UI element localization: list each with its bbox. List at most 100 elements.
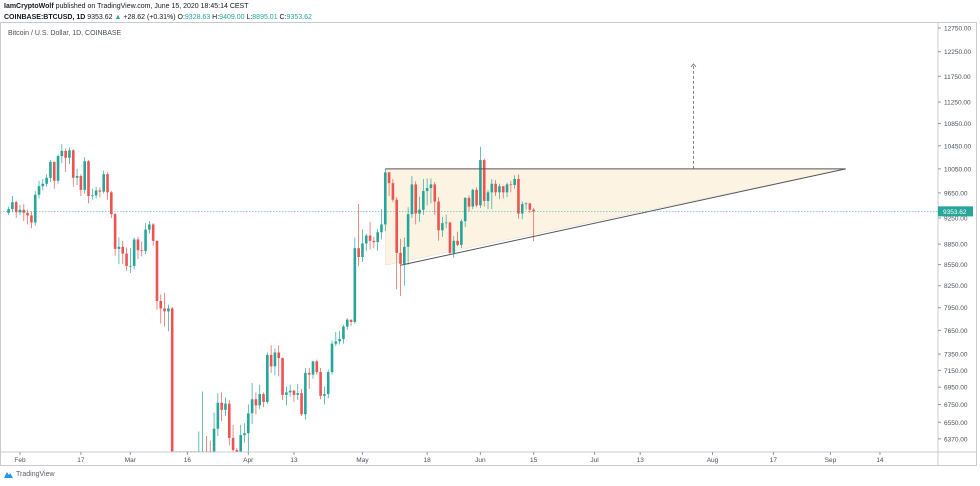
candle[interactable] <box>235 448 239 452</box>
candle[interactable] <box>463 197 467 228</box>
candle[interactable] <box>429 178 433 204</box>
candle[interactable] <box>494 180 497 196</box>
candle[interactable] <box>243 423 246 443</box>
candle[interactable] <box>49 160 52 182</box>
candle[interactable] <box>292 389 296 402</box>
candle[interactable] <box>220 392 223 422</box>
candle[interactable] <box>121 240 125 264</box>
candle[interactable] <box>18 204 22 216</box>
candle[interactable] <box>277 345 281 377</box>
candle[interactable] <box>64 148 67 172</box>
candle[interactable] <box>296 383 300 401</box>
candle[interactable] <box>33 191 37 226</box>
candle[interactable] <box>433 181 437 215</box>
candle[interactable] <box>334 331 338 347</box>
candle[interactable] <box>517 174 520 219</box>
chart-frame[interactable] <box>0 22 977 466</box>
tradingview-logo[interactable]: TradingView <box>4 471 55 478</box>
support-trendline[interactable] <box>400 168 846 266</box>
candle[interactable] <box>391 178 395 203</box>
candle[interactable] <box>532 207 535 242</box>
candle[interactable] <box>163 292 166 327</box>
candle[interactable] <box>75 168 79 185</box>
candle[interactable] <box>110 191 113 218</box>
candle[interactable] <box>323 386 326 405</box>
candle[interactable] <box>475 187 478 208</box>
candle[interactable] <box>342 325 345 344</box>
candle[interactable] <box>106 172 109 200</box>
candle[interactable] <box>129 248 132 273</box>
candle[interactable] <box>102 170 106 194</box>
candle[interactable] <box>364 233 368 251</box>
candle[interactable] <box>471 188 475 210</box>
candle[interactable] <box>315 359 319 375</box>
candle[interactable] <box>117 237 121 264</box>
candle[interactable] <box>22 204 26 222</box>
candle[interactable] <box>136 236 140 260</box>
candle[interactable] <box>311 360 315 379</box>
candle[interactable] <box>498 183 501 200</box>
candle[interactable] <box>505 182 509 198</box>
candle[interactable] <box>151 223 155 246</box>
candle[interactable] <box>227 400 231 446</box>
candle[interactable] <box>490 178 494 210</box>
candle[interactable] <box>509 180 513 193</box>
candle[interactable] <box>216 393 220 437</box>
candle[interactable] <box>368 221 372 250</box>
candle[interactable] <box>144 223 147 255</box>
candle[interactable] <box>71 149 75 187</box>
candle[interactable] <box>269 345 273 373</box>
candle[interactable] <box>304 367 307 420</box>
candle[interactable] <box>395 197 398 290</box>
candle[interactable] <box>148 221 151 234</box>
candle[interactable] <box>425 178 429 206</box>
candle[interactable] <box>349 319 353 326</box>
candle[interactable] <box>399 238 402 296</box>
candle[interactable] <box>247 404 250 452</box>
candle[interactable] <box>68 147 71 165</box>
candle[interactable] <box>300 388 303 417</box>
author[interactable]: IamCryptoWolf <box>4 3 54 10</box>
candle[interactable] <box>56 154 60 184</box>
candle[interactable] <box>14 200 18 218</box>
candle[interactable] <box>406 207 410 265</box>
candle[interactable] <box>224 397 227 417</box>
candle[interactable] <box>410 175 414 218</box>
candle[interactable] <box>266 352 269 404</box>
candle[interactable] <box>262 392 265 408</box>
candle[interactable] <box>448 221 452 255</box>
candle[interactable] <box>376 228 379 251</box>
candle[interactable] <box>528 202 532 213</box>
candle[interactable] <box>273 348 277 376</box>
candle[interactable] <box>372 236 376 249</box>
candle[interactable] <box>414 181 418 225</box>
candle[interactable] <box>159 294 163 324</box>
candle[interactable] <box>239 425 242 452</box>
candle[interactable] <box>208 440 212 452</box>
candle[interactable] <box>155 240 159 310</box>
candle[interactable] <box>326 369 330 399</box>
candle[interactable] <box>140 241 144 257</box>
candle[interactable] <box>212 412 216 452</box>
candle[interactable] <box>288 384 292 397</box>
candle[interactable] <box>338 331 341 345</box>
candle[interactable] <box>254 392 258 415</box>
candle[interactable] <box>387 171 391 196</box>
candle[interactable] <box>11 195 14 213</box>
candle[interactable] <box>456 231 459 247</box>
candle[interactable] <box>444 214 448 229</box>
candle[interactable] <box>41 178 45 191</box>
candle[interactable] <box>258 384 262 409</box>
candle[interactable] <box>94 186 98 199</box>
candle[interactable] <box>201 391 204 452</box>
candle[interactable] <box>250 382 254 425</box>
candle[interactable] <box>345 318 349 330</box>
candle[interactable] <box>30 211 33 229</box>
candle[interactable] <box>441 216 444 237</box>
candle[interactable] <box>357 204 360 266</box>
candle[interactable] <box>45 174 48 187</box>
candle[interactable] <box>330 340 334 375</box>
plot-area[interactable] <box>0 63 938 452</box>
candle[interactable] <box>167 304 170 332</box>
